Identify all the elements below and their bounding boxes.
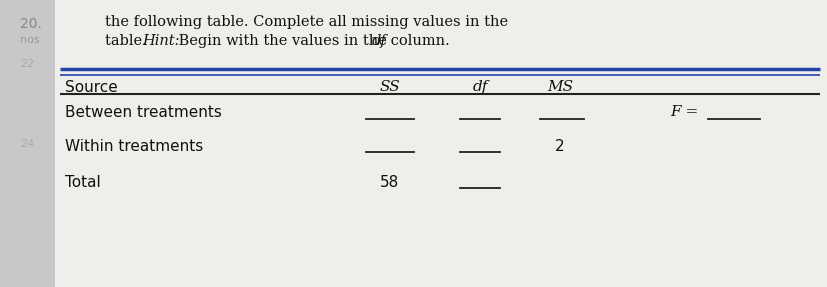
Text: 22: 22 [20,59,34,69]
Text: nos: nos [20,35,40,45]
Text: 20.: 20. [20,17,42,31]
Text: Between treatments: Between treatments [65,105,222,120]
Text: the following table. Complete all missing values in the: the following table. Complete all missin… [105,15,508,29]
Text: table.: table. [105,34,151,48]
Text: Source: Source [65,80,117,95]
Text: 2: 2 [555,139,564,154]
Text: df: df [371,34,386,48]
Text: Begin with the values in the: Begin with the values in the [174,34,391,48]
Text: F =: F = [669,105,697,119]
Text: column.: column. [385,34,449,48]
Text: Within treatments: Within treatments [65,139,203,154]
Text: df: df [471,80,487,94]
Text: MS: MS [547,80,572,94]
Text: Hint:: Hint: [141,34,179,48]
Text: Total: Total [65,175,101,190]
Text: SS: SS [379,80,400,94]
Text: 58: 58 [380,175,399,190]
Text: 24: 24 [20,139,34,149]
